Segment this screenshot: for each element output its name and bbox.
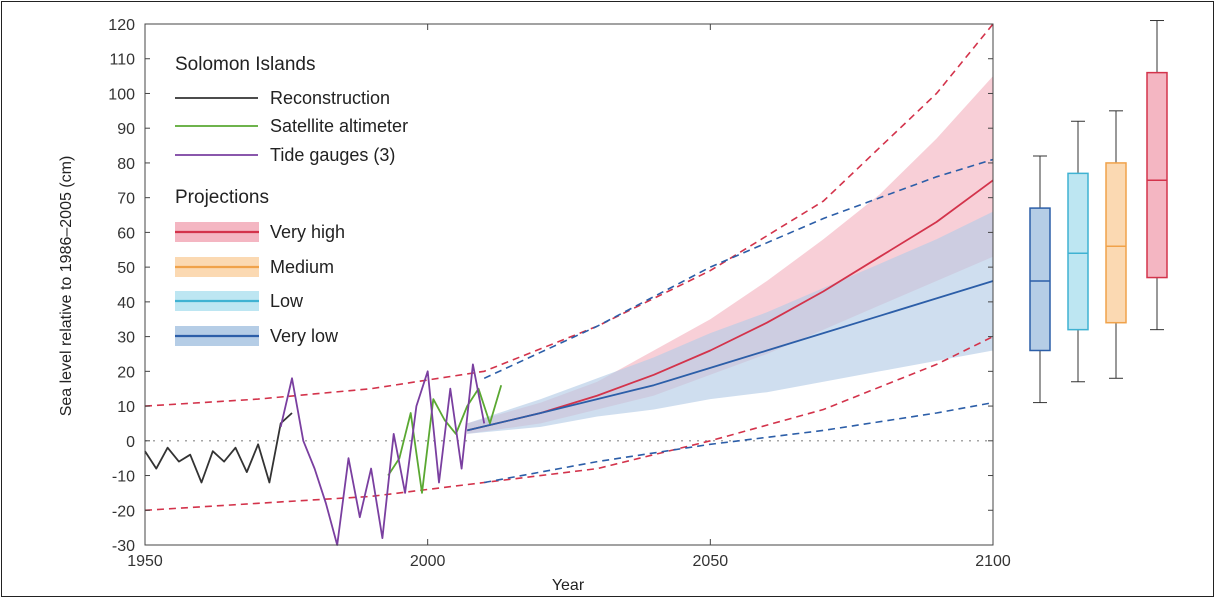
y-tick-label: 60 — [117, 225, 135, 242]
legend-entry: Reconstruction — [270, 88, 390, 108]
y-tick-label: -10 — [112, 469, 135, 486]
boxplot-box — [1029, 207, 1051, 352]
legend-entry: Low — [270, 291, 304, 311]
x-tick-label: 1950 — [127, 553, 163, 570]
plot-area — [144, 23, 994, 546]
dashed-curve — [483, 158, 994, 380]
legend-entry: Medium — [270, 257, 334, 277]
y-tick-label: 40 — [117, 295, 135, 312]
x-tick-label: 2000 — [410, 553, 446, 570]
series-line — [387, 384, 503, 494]
y-tick-label: 110 — [109, 52, 135, 69]
boxplot-box — [1067, 172, 1089, 331]
y-tick-label: 120 — [108, 17, 135, 34]
uncertainty-band — [467, 211, 993, 434]
y-axis-label: Sea level relative to 1986–2005 (cm) — [58, 156, 75, 417]
dashed-curve — [144, 335, 994, 512]
y-tick-label: 100 — [108, 86, 135, 103]
legend-entry: Satellite altimeter — [270, 116, 408, 136]
legend-entry: Tide gauges (3) — [270, 145, 395, 165]
y-tick-label: 30 — [117, 330, 135, 347]
series-line — [466, 280, 994, 432]
y-tick-label: 0 — [126, 434, 135, 451]
series-line — [466, 179, 994, 432]
y-tick-label: 20 — [117, 364, 135, 381]
x-tick-label: 2050 — [693, 553, 729, 570]
y-tick-label: -20 — [112, 503, 135, 520]
y-tick-label: 90 — [117, 121, 135, 138]
y-tick-label: 80 — [117, 156, 135, 173]
legend-entry: Very high — [270, 222, 345, 242]
y-tick-label: 50 — [117, 260, 135, 277]
boxplot-box — [1146, 71, 1168, 279]
boxplot-box — [1105, 162, 1127, 324]
series-line — [144, 412, 293, 484]
legend-title: Solomon Islands — [175, 54, 315, 75]
boxplot-area — [1029, 20, 1168, 404]
y-tick-label: 70 — [117, 191, 135, 208]
legend-entry: Very low — [270, 326, 339, 346]
y-tick-label: 10 — [117, 399, 135, 416]
axes: -30 -20 -10 0 10 20 30 40 50 60 70 80 90 100 110 120 195… — [108, 17, 1011, 570]
x-axis-label: Year — [552, 577, 585, 594]
legend-projections-title: Projections — [175, 187, 269, 208]
legend: Solomon Islands Reconstruction Satellite a… — [175, 54, 408, 346]
plot-frame — [144, 23, 994, 546]
series-line — [279, 363, 486, 546]
x-tick-label: 2100 — [975, 553, 1011, 570]
y-tick-label: -30 — [112, 538, 135, 555]
